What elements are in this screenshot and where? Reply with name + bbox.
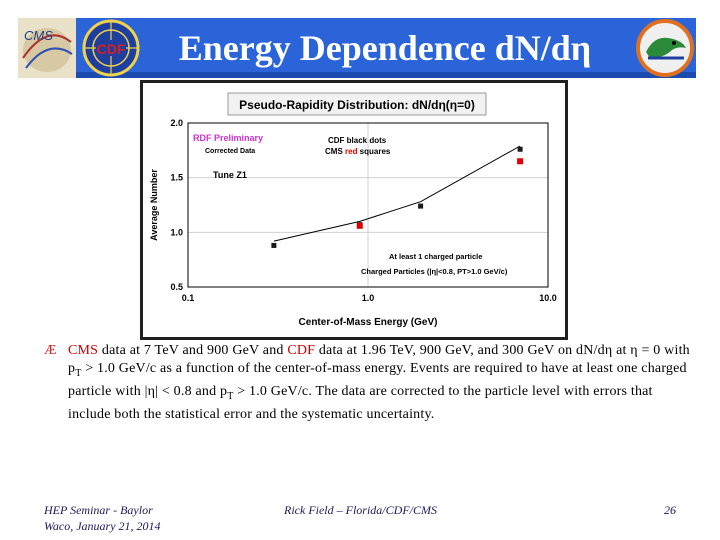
plot-area <box>187 122 549 288</box>
slide-title: Energy Dependence dN/dη <box>178 28 592 68</box>
svg-text:CMS: CMS <box>24 28 53 43</box>
chart-title-box <box>227 92 487 116</box>
cms-logo: CMS <box>18 18 76 78</box>
footer-seminar: HEP Seminar - Baylor <box>44 503 153 517</box>
x-ticks: 0.1 1.0 10.0 <box>182 293 557 303</box>
chart-svg: Pseudo-Rapidity Distribution: dN/dη(η=0)… <box>149 92 557 328</box>
legend-cms: CMS red squares <box>325 147 391 156</box>
cms-point <box>517 158 524 165</box>
annotation-tune: Tune Z1 <box>213 170 247 180</box>
y-tick-label: 1.0 <box>170 227 183 237</box>
x-axis-label: Center-of-Mass Energy (GeV) <box>299 317 438 328</box>
annotation-rdf-preliminary: RDF Preliminary <box>193 133 263 143</box>
y-ticks: 0.5 1.0 1.5 2.0 <box>170 118 183 292</box>
arrow-bullet-icon: Æ <box>44 343 57 358</box>
series-line <box>273 145 521 242</box>
x-tick-label: 10.0 <box>539 293 557 303</box>
legend-cdf: CDF black dots <box>328 136 387 145</box>
florida-gator-logo <box>636 19 694 77</box>
cdf-logo: CDF <box>82 19 140 77</box>
data-marks <box>271 145 524 248</box>
footer-left: HEP Seminar - Baylor Waco, January 21, 2… <box>44 502 161 534</box>
y-tick-label: 0.5 <box>170 282 183 292</box>
x-tick-label: 1.0 <box>362 293 375 303</box>
y-tick-label: 1.5 <box>170 173 183 183</box>
y-axis-label: Average Number <box>149 169 159 241</box>
footer-author: Rick Field – Florida/CDF/CMS <box>284 503 437 517</box>
footer-date: Waco, January 21, 2014 <box>44 519 161 533</box>
x-tick-label: 0.1 <box>182 293 195 303</box>
chart-frame: Pseudo-Rapidity Distribution: dN/dη(η=0)… <box>140 80 568 340</box>
chart-title: Pseudo-Rapidity Distribution: dN/dη(η=0) <box>239 98 475 112</box>
svg-text:CDF: CDF <box>97 41 126 57</box>
footer-page-number: 26 <box>664 503 676 517</box>
annotation-cut-1: At least 1 charged particle <box>389 252 482 261</box>
bullet-text: CMS data at 7 TeV and 900 GeV and CDF da… <box>68 343 690 422</box>
cms-point <box>356 222 363 229</box>
cdf-point <box>271 242 277 248</box>
cdf-point <box>517 146 523 152</box>
annotation-corrected-data: Corrected Data <box>205 148 255 155</box>
annotation-cut-2: Charged Particles (|η|<0.8, PT>1.0 GeV/c… <box>361 267 508 276</box>
y-tick-label: 2.0 <box>170 118 183 128</box>
cdf-point <box>418 203 424 209</box>
